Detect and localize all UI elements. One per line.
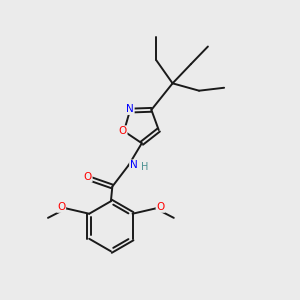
Text: O: O <box>118 126 127 136</box>
Text: N: N <box>126 104 134 114</box>
Text: H: H <box>141 162 148 172</box>
Text: N: N <box>130 160 138 170</box>
Text: O: O <box>57 202 65 212</box>
Text: O: O <box>83 172 92 182</box>
Text: O: O <box>156 202 165 212</box>
